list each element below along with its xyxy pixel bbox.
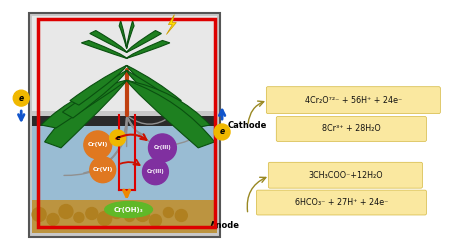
PathPatch shape [70,65,127,105]
Text: Cr(VI): Cr(VI) [92,167,113,172]
Circle shape [47,214,59,225]
Bar [38,19,215,227]
Circle shape [149,215,162,226]
FancyBboxPatch shape [268,162,422,188]
Text: e: e [115,135,120,141]
PathPatch shape [127,65,182,105]
Circle shape [86,208,98,219]
Text: 4Cr₂O⁷²⁻ + 56H⁺ + 24e⁻: 4Cr₂O⁷²⁻ + 56H⁺ + 24e⁻ [305,96,402,105]
Circle shape [98,212,112,225]
Bar [32,16,217,111]
PathPatch shape [127,70,189,118]
Ellipse shape [105,202,153,217]
Circle shape [125,212,135,221]
Circle shape [84,131,112,159]
Text: Cr(III): Cr(III) [146,169,164,174]
Text: 3CH₃COO⁻+12H₂O: 3CH₃COO⁻+12H₂O [308,171,383,180]
Circle shape [109,130,126,146]
FancyBboxPatch shape [276,117,427,141]
Text: Cr(VI): Cr(VI) [88,142,108,147]
Circle shape [164,208,173,217]
Bar [29,13,220,237]
Text: 8Cr³⁺ + 28H₂O: 8Cr³⁺ + 28H₂O [322,124,381,133]
PathPatch shape [82,40,127,58]
Circle shape [32,208,46,221]
Text: e: e [219,127,225,136]
Bar [32,122,217,233]
Circle shape [175,210,187,221]
Text: e: e [18,94,24,103]
Circle shape [111,207,123,218]
PathPatch shape [90,31,127,52]
PathPatch shape [127,80,210,128]
Circle shape [136,208,149,221]
PathPatch shape [127,40,170,58]
PathPatch shape [119,21,127,48]
Circle shape [143,159,168,185]
PathPatch shape [41,80,127,128]
Circle shape [74,213,84,222]
FancyBboxPatch shape [266,87,440,114]
Text: 6HCO₃⁻ + 27H⁺ + 24e⁻: 6HCO₃⁻ + 27H⁺ + 24e⁻ [295,198,388,207]
Circle shape [59,205,73,218]
Bar [32,116,217,126]
Text: Cathode: Cathode [228,122,267,130]
PathPatch shape [127,31,162,52]
PathPatch shape [127,21,134,48]
Circle shape [90,157,116,183]
Circle shape [214,124,230,140]
Polygon shape [166,15,176,34]
Bar [32,200,217,233]
PathPatch shape [127,80,215,148]
Circle shape [148,134,176,162]
PathPatch shape [63,70,127,118]
FancyBboxPatch shape [256,190,427,215]
Circle shape [13,90,29,106]
Text: Cr(OH)₃: Cr(OH)₃ [114,207,144,213]
Text: Anode: Anode [210,221,240,230]
Text: Cr(III): Cr(III) [154,145,171,150]
PathPatch shape [45,80,127,148]
